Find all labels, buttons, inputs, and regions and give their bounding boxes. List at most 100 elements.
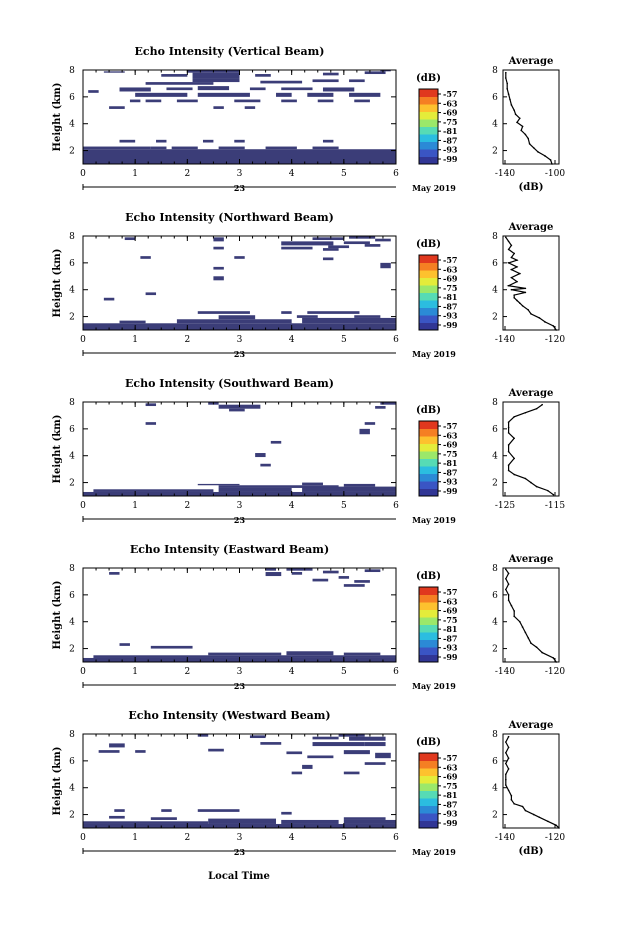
- echo-cell: [354, 99, 370, 103]
- x-tick-label: 6: [393, 169, 399, 179]
- average-point: [507, 240, 510, 243]
- echo-cell: [312, 578, 329, 582]
- echo-cell: [213, 246, 224, 250]
- colorbar-segment: [419, 285, 438, 293]
- echo-cell: [260, 742, 282, 745]
- x-tick-label: 1: [132, 501, 138, 511]
- average-point: [507, 572, 510, 575]
- echo-cell: [312, 742, 365, 747]
- colorbar-segment: [419, 775, 438, 784]
- colorbar-segment: [419, 805, 438, 814]
- echo-cell: [229, 408, 245, 412]
- average-point: [519, 117, 521, 120]
- colorbar-segment: [419, 466, 438, 474]
- echo-cell: [302, 764, 313, 769]
- echo-cell: [109, 106, 125, 109]
- colorbar-frame: [418, 420, 439, 497]
- average-point: [527, 309, 529, 311]
- chart-title: Echo Intensity (Westward Beam): [128, 709, 330, 722]
- average-point: [510, 276, 513, 279]
- echo-cell: [302, 317, 396, 324]
- average-y-tick-label: 6: [492, 757, 498, 767]
- y-axis-label: Height (km): [52, 415, 63, 484]
- x-tick-label: 5: [341, 667, 347, 677]
- average-frame: [502, 733, 560, 829]
- y-axis-label: Height (km): [52, 581, 63, 650]
- echo-cell: [343, 819, 396, 824]
- colorbar-segment: [419, 594, 438, 603]
- echo-cell: [265, 568, 277, 571]
- colorbar-tick-label: -75: [443, 781, 457, 791]
- average-point: [519, 620, 521, 623]
- colorbar-tick-label: -81: [443, 458, 457, 468]
- average-frame: [502, 235, 560, 331]
- average-y-tick-label: 6: [492, 259, 498, 269]
- echo-cell: [364, 742, 386, 747]
- echo-cell: [161, 809, 172, 812]
- average-point: [544, 155, 546, 157]
- colorbar-segment: [419, 156, 438, 165]
- x-tick-label: 1: [132, 833, 138, 843]
- average-y-tick-label: 4: [492, 784, 498, 794]
- average-point: [505, 773, 507, 776]
- echo-cell: [322, 139, 334, 143]
- x-tick-label: 1: [132, 169, 138, 179]
- colorbar-tick-label: -87: [443, 633, 457, 643]
- colorbar-tick-label: -93: [443, 809, 458, 819]
- average-point: [541, 403, 543, 406]
- colorbar-segment: [419, 632, 438, 640]
- echo-cell: [338, 734, 365, 737]
- colorbar-tick-label: -93: [443, 477, 458, 487]
- echo-cell: [349, 92, 381, 97]
- chart-title: Echo Intensity (Vertical Beam): [134, 45, 324, 58]
- colorbar-tick-label: -75: [443, 449, 457, 459]
- colorbar-segment: [419, 436, 438, 444]
- colorbar-segment: [419, 149, 438, 157]
- chart-title: Echo Intensity (Southward Beam): [125, 377, 334, 390]
- day-label: 23: [234, 183, 246, 193]
- average-point: [524, 411, 527, 414]
- panel-3: Echo Intensity (Southward Beam)0 1 2 3 4 5 624…: [52, 377, 565, 525]
- average-point: [507, 594, 510, 596]
- average-point: [513, 109, 515, 112]
- average-point: [507, 746, 510, 749]
- average-point: [510, 268, 513, 271]
- colorbar-frame: [418, 88, 439, 165]
- echo-cell: [150, 645, 193, 649]
- echo-cell: [213, 266, 224, 270]
- average-point: [558, 827, 560, 829]
- echo-cell: [161, 74, 188, 77]
- echo-cell: [197, 86, 230, 91]
- echo-cell: [281, 99, 297, 103]
- average-x-tick-label: -140: [495, 335, 515, 345]
- colorbar-tick-label: -63: [443, 98, 458, 108]
- colorbar-tick-label: -75: [443, 283, 457, 293]
- y-tick-label: 4: [69, 120, 75, 130]
- average-point: [505, 77, 507, 79]
- colorbar-tick-label: -93: [443, 311, 458, 321]
- average-point: [524, 133, 527, 136]
- colorbar-unit: (dB): [416, 239, 441, 250]
- colorbar-tick-label: -87: [443, 135, 457, 145]
- average-y-tick-label: 8: [492, 730, 498, 740]
- colorbar-segment: [419, 255, 438, 263]
- average-point: [516, 280, 518, 283]
- average-point: [505, 741, 507, 743]
- colorbar-segment: [419, 458, 438, 467]
- colorbar-segment: [419, 126, 438, 135]
- average-point: [521, 626, 524, 628]
- average-point: [507, 248, 510, 251]
- average-point: [505, 778, 507, 781]
- average-point: [527, 137, 529, 140]
- echo-cell: [307, 92, 334, 97]
- colorbar-segment: [419, 89, 438, 97]
- average-y-tick-label: 4: [492, 286, 498, 296]
- average-x-label: (dB): [519, 846, 544, 857]
- chart-title: Echo Intensity (Eastward Beam): [130, 543, 329, 556]
- y-tick-label: 2: [69, 479, 75, 489]
- colorbar-segment: [419, 760, 438, 769]
- y-tick-label: 2: [69, 811, 75, 821]
- colorbar-segment: [419, 798, 438, 806]
- average-point: [516, 259, 518, 261]
- echo-cell: [302, 486, 396, 492]
